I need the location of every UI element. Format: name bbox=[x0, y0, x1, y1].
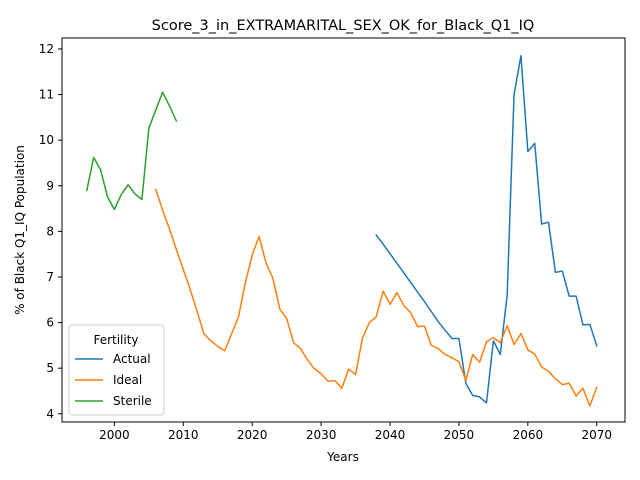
legend-label-actual: Actual bbox=[113, 352, 151, 366]
x-axis-label: Years bbox=[326, 450, 359, 464]
x-tick-label: 2070 bbox=[581, 428, 612, 442]
y-axis: 4 5 6 7 8 9 10 11 12 bbox=[39, 42, 62, 421]
legend-box bbox=[68, 324, 165, 416]
legend-title: Fertility bbox=[93, 333, 138, 347]
plot-series bbox=[85, 55, 598, 407]
series-line-ideal bbox=[154, 188, 598, 407]
x-tick-label: 2010 bbox=[168, 428, 199, 442]
legend-label-sterile: Sterile bbox=[113, 394, 152, 408]
plot-frame bbox=[61, 37, 626, 423]
y-tick-label: 10 bbox=[39, 133, 54, 147]
x-tick-label: 2000 bbox=[99, 428, 130, 442]
x-tick-label: 2040 bbox=[375, 428, 406, 442]
y-tick-label: 5 bbox=[46, 361, 54, 375]
y-tick-label: 8 bbox=[46, 224, 54, 238]
y-tick-label: 4 bbox=[46, 407, 54, 421]
x-axis: 2000 2010 2020 2030 2040 2050 2060 2070 bbox=[99, 422, 612, 442]
y-tick-label: 11 bbox=[39, 88, 54, 102]
y-axis-label: % of Black Q1_IQ Population bbox=[13, 145, 27, 315]
legend-label-ideal: Ideal bbox=[113, 373, 142, 387]
x-tick-label: 2020 bbox=[237, 428, 268, 442]
y-tick-label: 6 bbox=[46, 316, 54, 330]
x-tick-label: 2060 bbox=[513, 428, 544, 442]
series-line-actual bbox=[375, 55, 598, 404]
y-tick-label: 12 bbox=[39, 42, 54, 56]
y-tick-label: 9 bbox=[46, 179, 54, 193]
y-tick-label: 7 bbox=[46, 270, 54, 284]
series-line-sterile bbox=[85, 91, 178, 211]
x-tick-label: 2050 bbox=[444, 428, 475, 442]
chart-title: Score_3_in_EXTRAMARITAL_SEX_OK_for_Black… bbox=[152, 18, 535, 34]
legend: Fertility Actual Ideal Sterile bbox=[68, 324, 165, 416]
x-tick-label: 2030 bbox=[306, 428, 337, 442]
